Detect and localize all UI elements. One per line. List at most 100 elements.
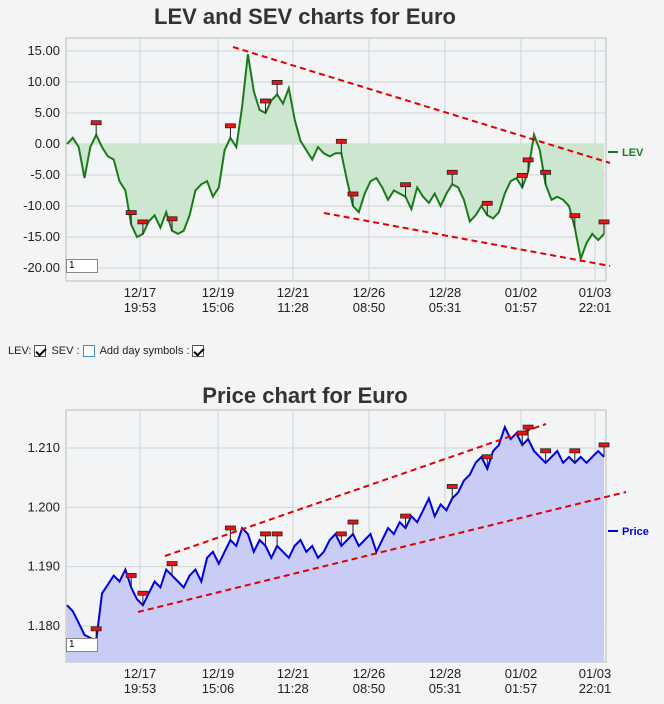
day-symbols-label: Add day symbols :	[99, 345, 190, 357]
y-tick-label: 10.00	[27, 74, 60, 89]
x-tick-date: 12/21	[277, 285, 310, 300]
day-symbol	[540, 448, 552, 454]
day-symbols-checkbox[interactable]	[192, 345, 205, 357]
price-series-line	[66, 424, 605, 643]
x-tick-date: 12/19	[202, 666, 235, 681]
day-symbol	[598, 442, 610, 448]
price-zoom-input[interactable]	[66, 638, 98, 652]
x-tick-date: 12/21	[277, 666, 310, 681]
lev-area-fill	[67, 54, 604, 259]
price-chart: Price chart for Euro 1.210 1.200 1.190 1.18…	[27, 383, 648, 696]
day-symbol	[271, 531, 283, 537]
day-symbol	[335, 531, 347, 537]
price-trendlines	[137, 423, 627, 613]
x-tick-date: 12/26	[353, 285, 386, 300]
day-symbol	[446, 484, 458, 489]
lev-series-line	[66, 53, 605, 263]
price-legend-label: Price	[622, 526, 649, 538]
x-tick-time: 22:01	[579, 681, 612, 696]
x-tick-date: 12/28	[429, 666, 462, 681]
day-symbol	[260, 98, 271, 104]
y-tick-label: -5.00	[30, 167, 60, 182]
price-area-fill	[67, 427, 604, 662]
x-tick-time: 11:28	[277, 300, 309, 315]
x-tick-time: 05:31	[429, 300, 462, 315]
day-symbol	[166, 216, 178, 222]
sev-checkbox[interactable]	[82, 345, 95, 357]
trendline	[232, 46, 611, 164]
day-symbol	[137, 590, 149, 596]
day-symbol	[125, 210, 137, 216]
day-symbol	[522, 424, 534, 430]
x-tick-date: 01/02	[505, 666, 538, 681]
day-symbol	[260, 531, 271, 537]
day-symbol	[90, 626, 102, 632]
x-tick-date: 12/17	[124, 666, 157, 681]
day-symbol	[522, 157, 534, 163]
lev-day-symbols	[90, 80, 610, 234]
x-tick-time: 19:53	[124, 681, 157, 696]
day-symbol	[271, 80, 283, 85]
y-tick-label: 5.00	[35, 105, 60, 120]
lev-checkbox[interactable]	[34, 345, 47, 357]
y-tick-label: 1.200	[27, 499, 60, 514]
x-tick-time: 19:53	[124, 300, 157, 315]
y-tick-label: -10.00	[23, 198, 60, 213]
x-tick-date: 12/28	[429, 285, 462, 300]
sev-toggle-label: SEV :	[51, 345, 80, 357]
day-symbol	[569, 448, 581, 454]
lev-toggle-label: LEV:	[8, 345, 32, 357]
x-tick-time: 08:50	[353, 681, 386, 696]
day-symbol	[540, 169, 552, 175]
day-symbol	[166, 561, 178, 566]
y-tick-label: -15.00	[23, 229, 60, 244]
day-symbol	[516, 172, 528, 178]
day-symbol	[225, 123, 236, 129]
day-symbol	[598, 219, 610, 225]
x-tick-date: 12/26	[353, 666, 386, 681]
y-tick-label: -20.00	[23, 260, 60, 275]
y-tick-label: 15.00	[27, 43, 60, 58]
day-symbol	[225, 525, 236, 531]
x-tick-time: 15:06	[202, 300, 235, 315]
day-symbol	[400, 513, 411, 519]
x-tick-time: 22:01	[579, 300, 612, 315]
x-tick-date: 12/17	[124, 285, 157, 300]
day-symbol	[569, 213, 581, 219]
day-symbol	[400, 182, 411, 188]
day-symbol	[516, 430, 528, 436]
lev-zoom-input[interactable]	[66, 259, 98, 273]
day-symbol	[335, 138, 347, 144]
x-tick-date: 01/03	[579, 666, 612, 681]
lev-legend: LEV	[608, 147, 644, 159]
x-tick-time: 01:57	[505, 300, 538, 315]
x-tick-time: 05:31	[429, 681, 462, 696]
trendline	[164, 423, 547, 557]
trendline	[323, 212, 611, 267]
price-chart-title: Price chart for Euro	[202, 383, 407, 408]
chart-options: LEV: SEV : Add day symbols :	[8, 345, 206, 357]
lev-y-axis-ticks: 15.00 10.00 5.00 0.00 -5.00 -10.00 -15.00 -20.0…	[23, 43, 60, 275]
day-symbol	[347, 519, 359, 525]
x-tick-date: 12/19	[202, 285, 235, 300]
trendline	[137, 491, 627, 613]
x-tick-date: 01/03	[579, 285, 612, 300]
day-symbol	[446, 169, 458, 175]
day-symbol	[137, 219, 149, 225]
y-tick-label: 1.190	[27, 559, 60, 574]
price-day-symbols	[90, 424, 610, 641]
x-tick-time: 11:28	[277, 681, 309, 696]
x-tick-time: 01:57	[505, 681, 538, 696]
lev-chart-title: LEV and SEV charts for Euro	[154, 4, 456, 29]
x-tick-time: 15:06	[202, 681, 235, 696]
day-symbol	[481, 454, 493, 460]
lev-trendlines	[232, 46, 611, 267]
day-symbol	[90, 120, 102, 126]
price-y-axis-ticks: 1.210 1.200 1.190 1.180	[27, 440, 60, 633]
day-symbol	[347, 191, 359, 197]
y-tick-label: 1.180	[27, 618, 60, 633]
day-symbol	[481, 200, 493, 206]
